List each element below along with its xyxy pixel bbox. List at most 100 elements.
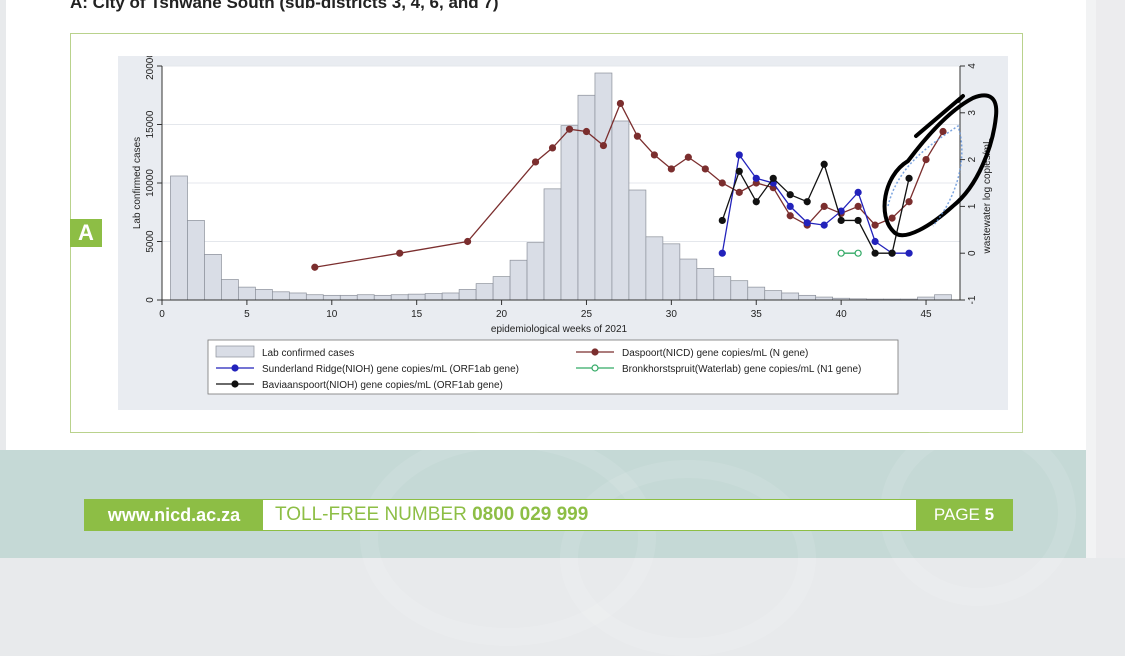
hand-drawn-annotation bbox=[882, 93, 999, 238]
series-point bbox=[735, 151, 743, 159]
case-bar bbox=[679, 258, 698, 301]
series-point bbox=[650, 151, 658, 159]
website-link[interactable]: www.nicd.ac.za bbox=[85, 500, 263, 530]
series-point bbox=[786, 212, 794, 220]
toll-free-info: TOLL-FREE NUMBER 0800 029 999 bbox=[275, 500, 588, 530]
case-bar bbox=[747, 286, 766, 301]
footer-bar: www.nicd.ac.za TOLL-FREE NUMBER 0800 029… bbox=[84, 499, 1013, 531]
series-point bbox=[854, 202, 862, 210]
y-tick-label: 15000 bbox=[145, 110, 156, 138]
series-point bbox=[837, 216, 845, 225]
series-point bbox=[565, 125, 574, 133]
page-number-value: 5 bbox=[984, 505, 995, 524]
x-axis-label: epidemiological weeks of 2021 bbox=[491, 324, 628, 335]
x-tick-label: 0 bbox=[159, 309, 165, 320]
hand-drawn-shading bbox=[887, 124, 963, 227]
legend-label: Daspoort(NICD) gene copies/mL (N gene) bbox=[622, 348, 808, 359]
x-tick-label: 45 bbox=[920, 309, 932, 320]
case-bar bbox=[645, 236, 664, 301]
series-point bbox=[633, 132, 642, 140]
case-bar bbox=[798, 294, 817, 301]
series-point bbox=[854, 249, 862, 257]
y2-tick-label: 4 bbox=[967, 63, 978, 69]
legend: Lab confirmed cases Daspoort(NICD) gene c… bbox=[207, 339, 899, 395]
case-bar bbox=[611, 120, 630, 301]
series-point bbox=[939, 127, 947, 136]
series-point bbox=[905, 174, 913, 182]
series-point bbox=[888, 249, 896, 257]
x-tick-label: 5 bbox=[244, 309, 250, 320]
case-bar bbox=[255, 289, 273, 301]
case-bar bbox=[628, 189, 647, 301]
panel-tag: A bbox=[70, 219, 102, 247]
series-point bbox=[582, 127, 591, 136]
case-bar bbox=[441, 292, 460, 301]
toll-free-number[interactable]: 0800 029 999 bbox=[472, 504, 589, 525]
case-bar bbox=[526, 242, 545, 301]
case-bar bbox=[781, 292, 800, 301]
adjacent-page-edge bbox=[1086, 0, 1125, 558]
series-point bbox=[871, 249, 879, 257]
legend-marker bbox=[591, 348, 599, 356]
case-bar bbox=[305, 294, 324, 301]
series-point bbox=[871, 237, 879, 246]
chart-area: 0 5 10 15 20 25 30 35 40 45 0 5000 10000 15000 20000 -1… bbox=[118, 56, 1008, 410]
series-point bbox=[735, 167, 743, 175]
series-point bbox=[616, 99, 625, 108]
y2-axis-label: wastewater log copies/mL bbox=[982, 138, 993, 254]
series-point bbox=[888, 214, 896, 222]
case-bars bbox=[170, 72, 952, 301]
y-axis-label: Lab confirmed cases bbox=[132, 137, 143, 229]
series-point bbox=[752, 174, 760, 182]
x-tick-label: 20 bbox=[496, 309, 508, 320]
case-bar bbox=[407, 293, 426, 301]
x-tick-label: 30 bbox=[666, 309, 678, 320]
case-bar bbox=[356, 294, 375, 301]
series-point bbox=[803, 198, 811, 206]
y2-tick-label: 0 bbox=[967, 250, 978, 256]
case-bar bbox=[475, 283, 494, 301]
series-point bbox=[820, 160, 828, 168]
series-point bbox=[531, 158, 540, 166]
y2-tick-label: 1 bbox=[967, 203, 978, 209]
series-point bbox=[599, 141, 608, 150]
legend-box bbox=[207, 339, 899, 395]
series-point bbox=[684, 153, 692, 161]
case-bar bbox=[560, 125, 579, 301]
case-bar bbox=[221, 279, 239, 301]
case-bar bbox=[458, 289, 477, 301]
legend-label: Bronkhorstspruit(Waterlab) gene copies/m… bbox=[622, 364, 861, 375]
series-point bbox=[854, 188, 862, 196]
series-point bbox=[786, 202, 794, 210]
series-point bbox=[464, 237, 472, 246]
series-point bbox=[905, 198, 913, 206]
axes: 0 5 10 15 20 25 30 35 40 4505000100001500020000-1… bbox=[145, 56, 978, 320]
y-tick-label: 20000 bbox=[145, 56, 156, 80]
series-point bbox=[820, 202, 828, 210]
series-point bbox=[735, 188, 743, 196]
case-bar bbox=[238, 286, 256, 301]
case-bar bbox=[662, 243, 681, 301]
series-point bbox=[548, 144, 557, 152]
legend-label: Baviaanspoort(NIOH) gene copies/mL (ORF1… bbox=[262, 380, 503, 391]
x-tick-label: 35 bbox=[751, 309, 763, 320]
series-point bbox=[820, 221, 828, 229]
x-tick-label: 25 bbox=[581, 309, 593, 320]
page-label: PAGE bbox=[933, 505, 980, 524]
series-point bbox=[871, 221, 879, 229]
case-bar bbox=[204, 254, 222, 301]
case-bar bbox=[390, 294, 409, 301]
series-point bbox=[718, 249, 726, 257]
x-tick-label: 40 bbox=[836, 309, 848, 320]
series-point bbox=[837, 249, 845, 257]
case-bar bbox=[272, 291, 290, 301]
case-bar bbox=[543, 188, 562, 301]
case-bar bbox=[713, 276, 732, 301]
case-bar bbox=[322, 294, 341, 301]
case-bar bbox=[509, 259, 528, 301]
case-bar bbox=[764, 290, 783, 301]
y-tick-label: 10000 bbox=[145, 169, 156, 197]
x-tick-label: 10 bbox=[326, 309, 338, 320]
y2-tick-label: 2 bbox=[967, 156, 978, 162]
series-point bbox=[854, 216, 862, 225]
